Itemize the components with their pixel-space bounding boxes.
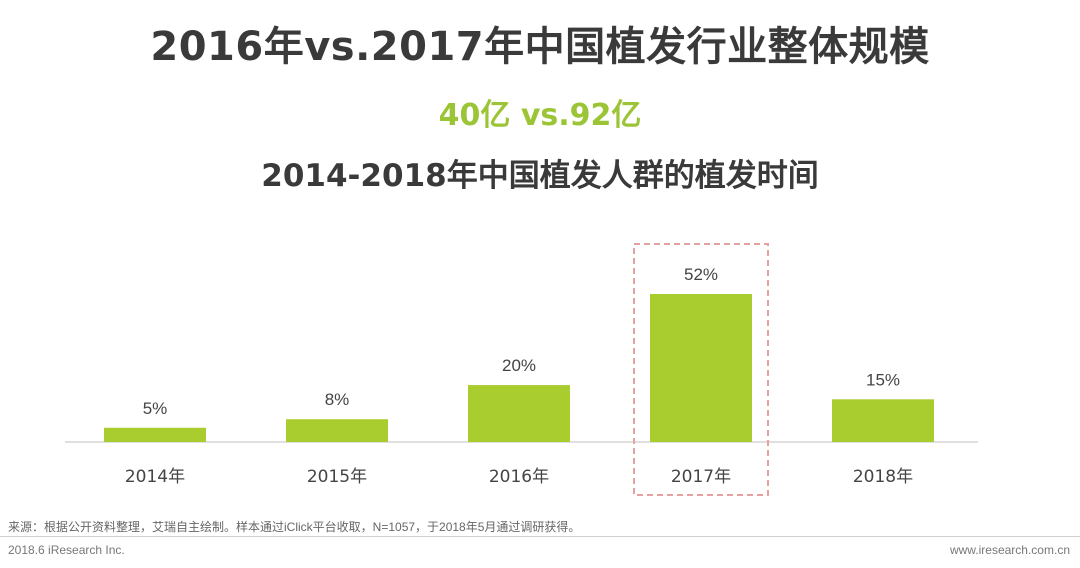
data-label-1: 5%: [143, 399, 168, 418]
page-title: 2016年vs.2017年中国植发行业整体规模: [150, 24, 930, 70]
data-label-3: 20%: [502, 356, 536, 375]
data-label-2: 8%: [325, 390, 350, 409]
data-label-4: 52%: [684, 265, 718, 284]
source-note: 来源：根据公开资料整理，艾瑞自主绘制。样本通过iClick平台收取，N=1057…: [8, 520, 581, 534]
bar-3: [468, 385, 570, 442]
chart-title: 2014-2018年中国植发人群的植发时间: [261, 158, 819, 194]
x-tick-label-3: 2016年: [489, 467, 549, 487]
plot-area: 5% 2014年 8% 2015年 20% 2016年 52% 2017年 15% 2018年: [65, 243, 978, 496]
website-url: www.iresearch.com.cn: [949, 543, 1070, 557]
bar-chart: 5% 2014年 8% 2015年 20% 2016年 52% 2017年 15% 2018年: [65, 243, 978, 496]
copyright-text: 2018.6 iResearch Inc.: [8, 543, 125, 557]
x-tick-label-5: 2018年: [853, 467, 913, 487]
data-label-5: 15%: [866, 370, 900, 389]
bar-4: [650, 294, 752, 442]
bar-1: [104, 427, 206, 442]
x-tick-label-1: 2014年: [125, 467, 185, 487]
footer-divider: [0, 536, 1080, 537]
x-tick-label-2: 2015年: [307, 467, 367, 487]
market-size-comparison: 40亿 vs.92亿: [438, 98, 642, 133]
bar-2: [286, 419, 388, 442]
highlight-box: [633, 243, 769, 496]
bar-5: [832, 399, 934, 442]
x-tick-label-4: 2017年: [671, 467, 731, 487]
